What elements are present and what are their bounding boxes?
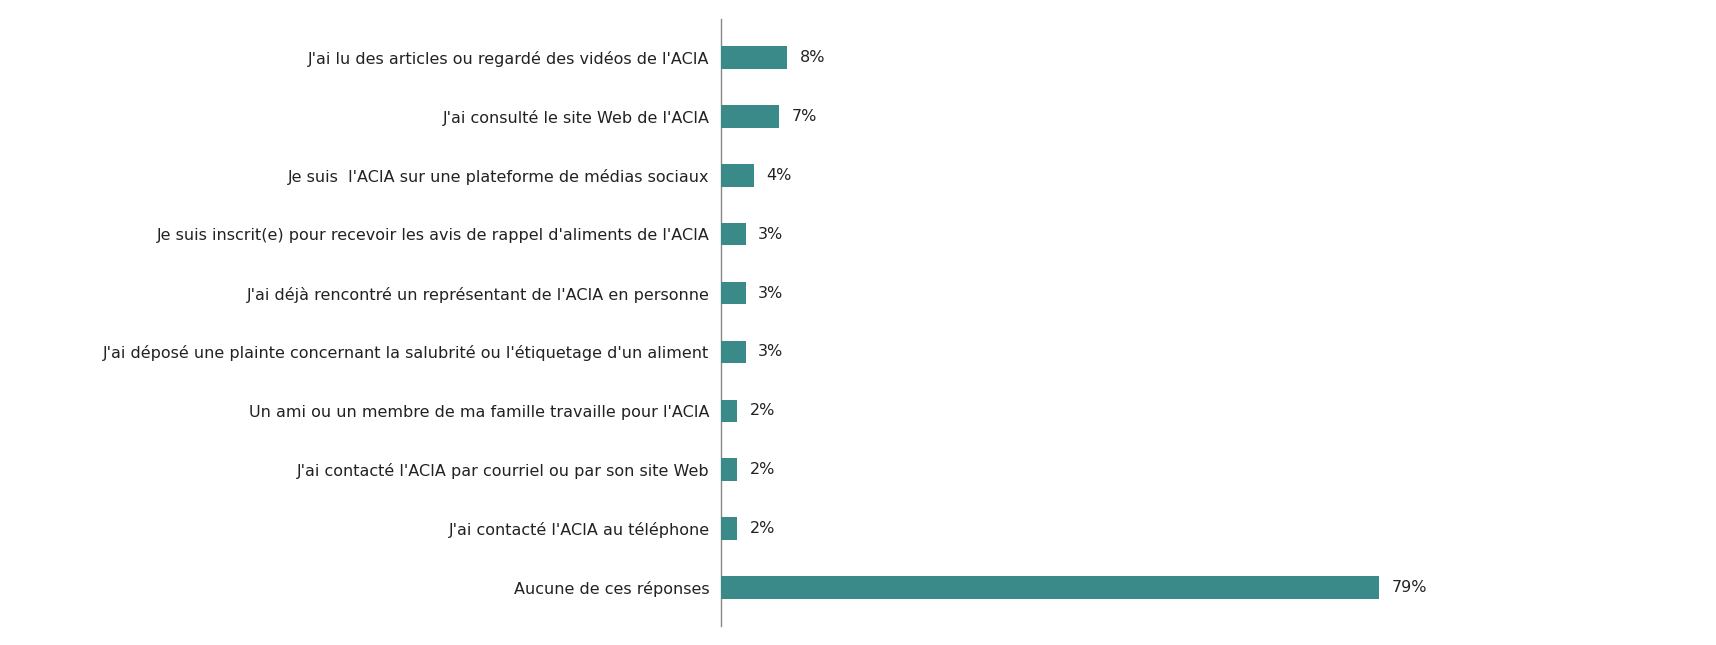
Bar — [721, 400, 738, 422]
Bar — [721, 105, 779, 128]
Text: 3%: 3% — [758, 344, 784, 359]
Bar — [721, 46, 788, 69]
Text: 2%: 2% — [750, 403, 776, 419]
Text: 8%: 8% — [800, 50, 825, 65]
Bar — [721, 282, 746, 304]
Bar — [721, 576, 1380, 599]
Bar — [721, 459, 738, 481]
Bar — [721, 341, 746, 363]
Bar — [721, 164, 753, 186]
Text: 2%: 2% — [750, 521, 776, 536]
Text: 3%: 3% — [758, 286, 784, 301]
Bar — [721, 223, 746, 245]
Text: 2%: 2% — [750, 462, 776, 477]
Text: 79%: 79% — [1392, 580, 1428, 595]
Text: 7%: 7% — [791, 109, 817, 124]
Bar — [721, 517, 738, 540]
Text: 3%: 3% — [758, 226, 784, 242]
Text: 4%: 4% — [767, 168, 793, 183]
